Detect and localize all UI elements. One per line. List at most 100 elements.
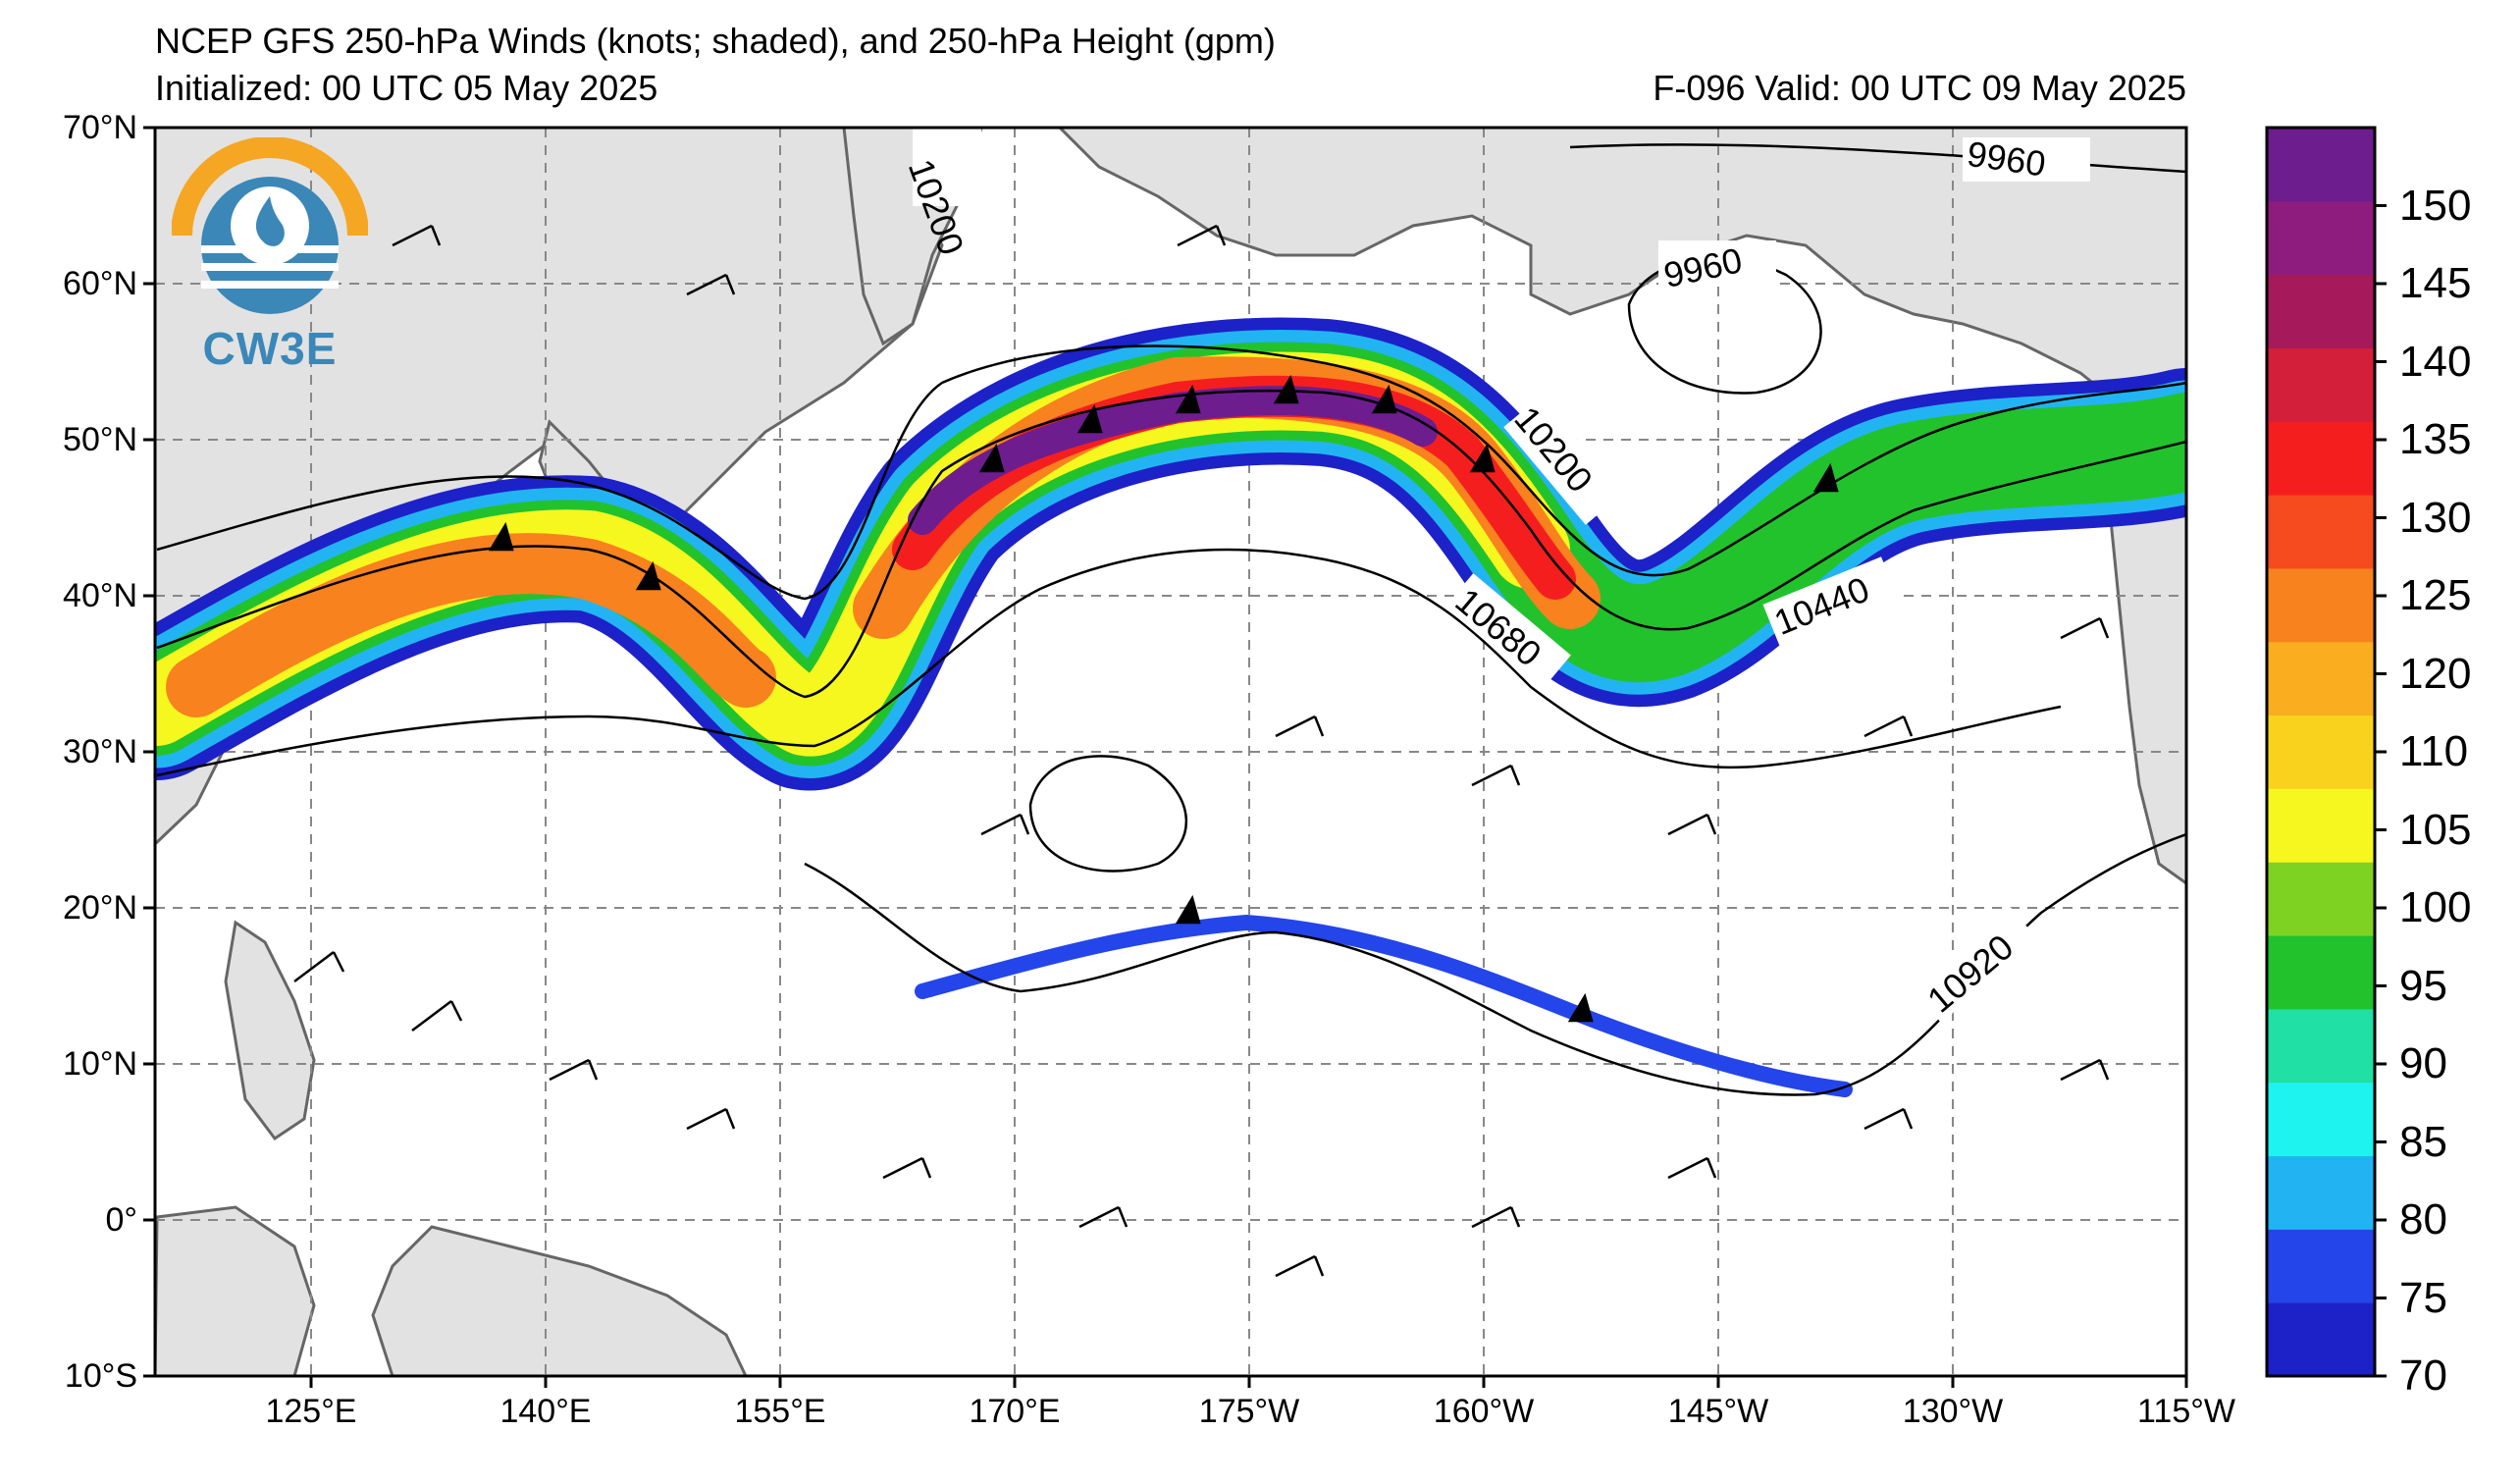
colorbar-swatch [2267,1082,2375,1157]
colorbar-swatch [2267,788,2375,863]
valid-time: F-096 Valid: 00 UTC 09 May 2025 [1653,68,2186,108]
lon-label: 175°W [1198,1393,1300,1430]
wind-barb [686,1107,736,1131]
chart-title: NCEP GFS 250-hPa Winds (knots; shaded), … [155,21,1276,61]
colorbar-tick-label: 105 [2399,805,2472,854]
borneo-island [155,1205,316,1376]
lon-label: 130°W [1902,1393,2004,1430]
jet-band-150 [908,386,1438,535]
wind-barb [1275,1254,1325,1278]
colorbar-swatch [2267,421,2375,496]
lon-label: 145°W [1667,1393,1769,1430]
contour-10440 [156,389,2186,699]
new-guinea-island [371,1225,748,1376]
contour-10680 [156,548,2062,777]
wind-barb [1177,224,1227,247]
wind-pennant [1812,462,1839,493]
colorbar-swatch [2267,495,2375,569]
colorbar-swatch [2267,935,2375,1010]
colorbar-tick-label: 85 [2399,1117,2447,1166]
colorbar-swatch [2267,1008,2375,1084]
wind-barb [2060,1058,2110,1082]
colorbar-swatch [2267,1302,2375,1377]
contour-9960-north [1569,143,2186,174]
lat-label: 20°N [63,889,137,927]
colorbar-swatch [2267,715,2375,789]
wind-barb [882,1156,932,1180]
wind-barb [411,1000,463,1032]
wind-barb [686,273,736,296]
colorbar-frame [2265,126,2377,1378]
cw3e-logo-text: CW3E [202,323,338,374]
wind-barb [1667,1156,1717,1180]
colorbar-tick-label: 100 [2399,883,2472,931]
tropical-jet-band [915,915,1853,1097]
wind-barb [1471,764,1521,787]
colorbar-tick-label: 145 [2399,259,2472,307]
wind-pennant [1371,384,1397,414]
lat-label: 50°N [63,421,137,458]
wind-barb [2060,616,2110,640]
wind-barb [1864,715,1914,738]
colorbar-swatch [2267,274,2375,348]
colorbar-tick-label: 135 [2399,415,2472,463]
wind-barb [293,951,345,982]
colorbar-swatch [2267,641,2375,716]
colorbar-tick-label: 95 [2399,961,2447,1010]
colorbar-tick-label: 120 [2399,649,2472,698]
colorbar-tick-label: 90 [2399,1039,2447,1087]
wind-barb [392,224,442,247]
initialized-time: Initialized: 00 UTC 05 May 2025 [155,68,658,108]
colorbar-swatch [2267,200,2375,276]
wind-pennant [1076,403,1103,434]
wind-barb [1078,1205,1129,1229]
colorbar-swatch [2267,1229,2375,1303]
wind-pennant [1175,384,1201,414]
wind-pennant [635,560,661,591]
wind-pennant [1469,443,1496,473]
wind-pennant [1273,374,1299,404]
wind-barb [980,813,1030,836]
colorbar-tick-label: 125 [2399,571,2472,619]
wind-pennant [1175,894,1201,925]
colorbar-tick-label: 75 [2399,1273,2447,1322]
colorbar-swatch [2267,567,2375,643]
lat-label: 70°N [63,109,137,146]
colorbar-tick-label: 150 [2399,181,2472,230]
contour-10200 [156,344,2186,601]
lon-label: 125°E [265,1393,357,1430]
colorbar-swatch [2267,347,2375,422]
wind-pennant [1567,992,1594,1023]
wind-pennant [488,521,514,552]
axis-ticks [143,126,2188,1388]
wind-barb [1471,1205,1521,1229]
colorbar-swatch [2267,128,2375,202]
philippines-islands [224,920,316,1141]
colorbar-tick-label: 130 [2399,493,2472,542]
lat-label: 30°N [63,733,137,770]
wind-barb [1667,813,1717,836]
lon-label: 115°W [2137,1393,2235,1430]
lat-label: 0° [105,1201,137,1239]
lon-label: 160°W [1433,1393,1535,1430]
colorbar-tick-label: 140 [2399,337,2472,386]
lat-label: 10°S [64,1357,137,1395]
lon-label: 155°E [734,1393,826,1430]
lon-label: 140°E [499,1393,592,1430]
contour-10680-high [1028,755,1188,873]
colorbar-tick-label: 80 [2399,1195,2447,1244]
wind-barb [1864,1107,1914,1131]
colorbar-swatch [2267,1155,2375,1230]
lat-label: 60°N [63,265,137,302]
wind-barbs [293,224,2110,1278]
cw3e-logo-icon [172,137,368,314]
wind-barb [1275,715,1325,738]
colorbar-tick-label: 70 [2399,1351,2447,1400]
wind-pennant [978,443,1005,473]
lat-label: 10°N [63,1045,137,1083]
colorbar [2267,128,2387,1378]
lat-label: 40°N [63,577,137,614]
lon-label: 170°E [969,1393,1061,1430]
colorbar-swatch [2267,862,2375,936]
